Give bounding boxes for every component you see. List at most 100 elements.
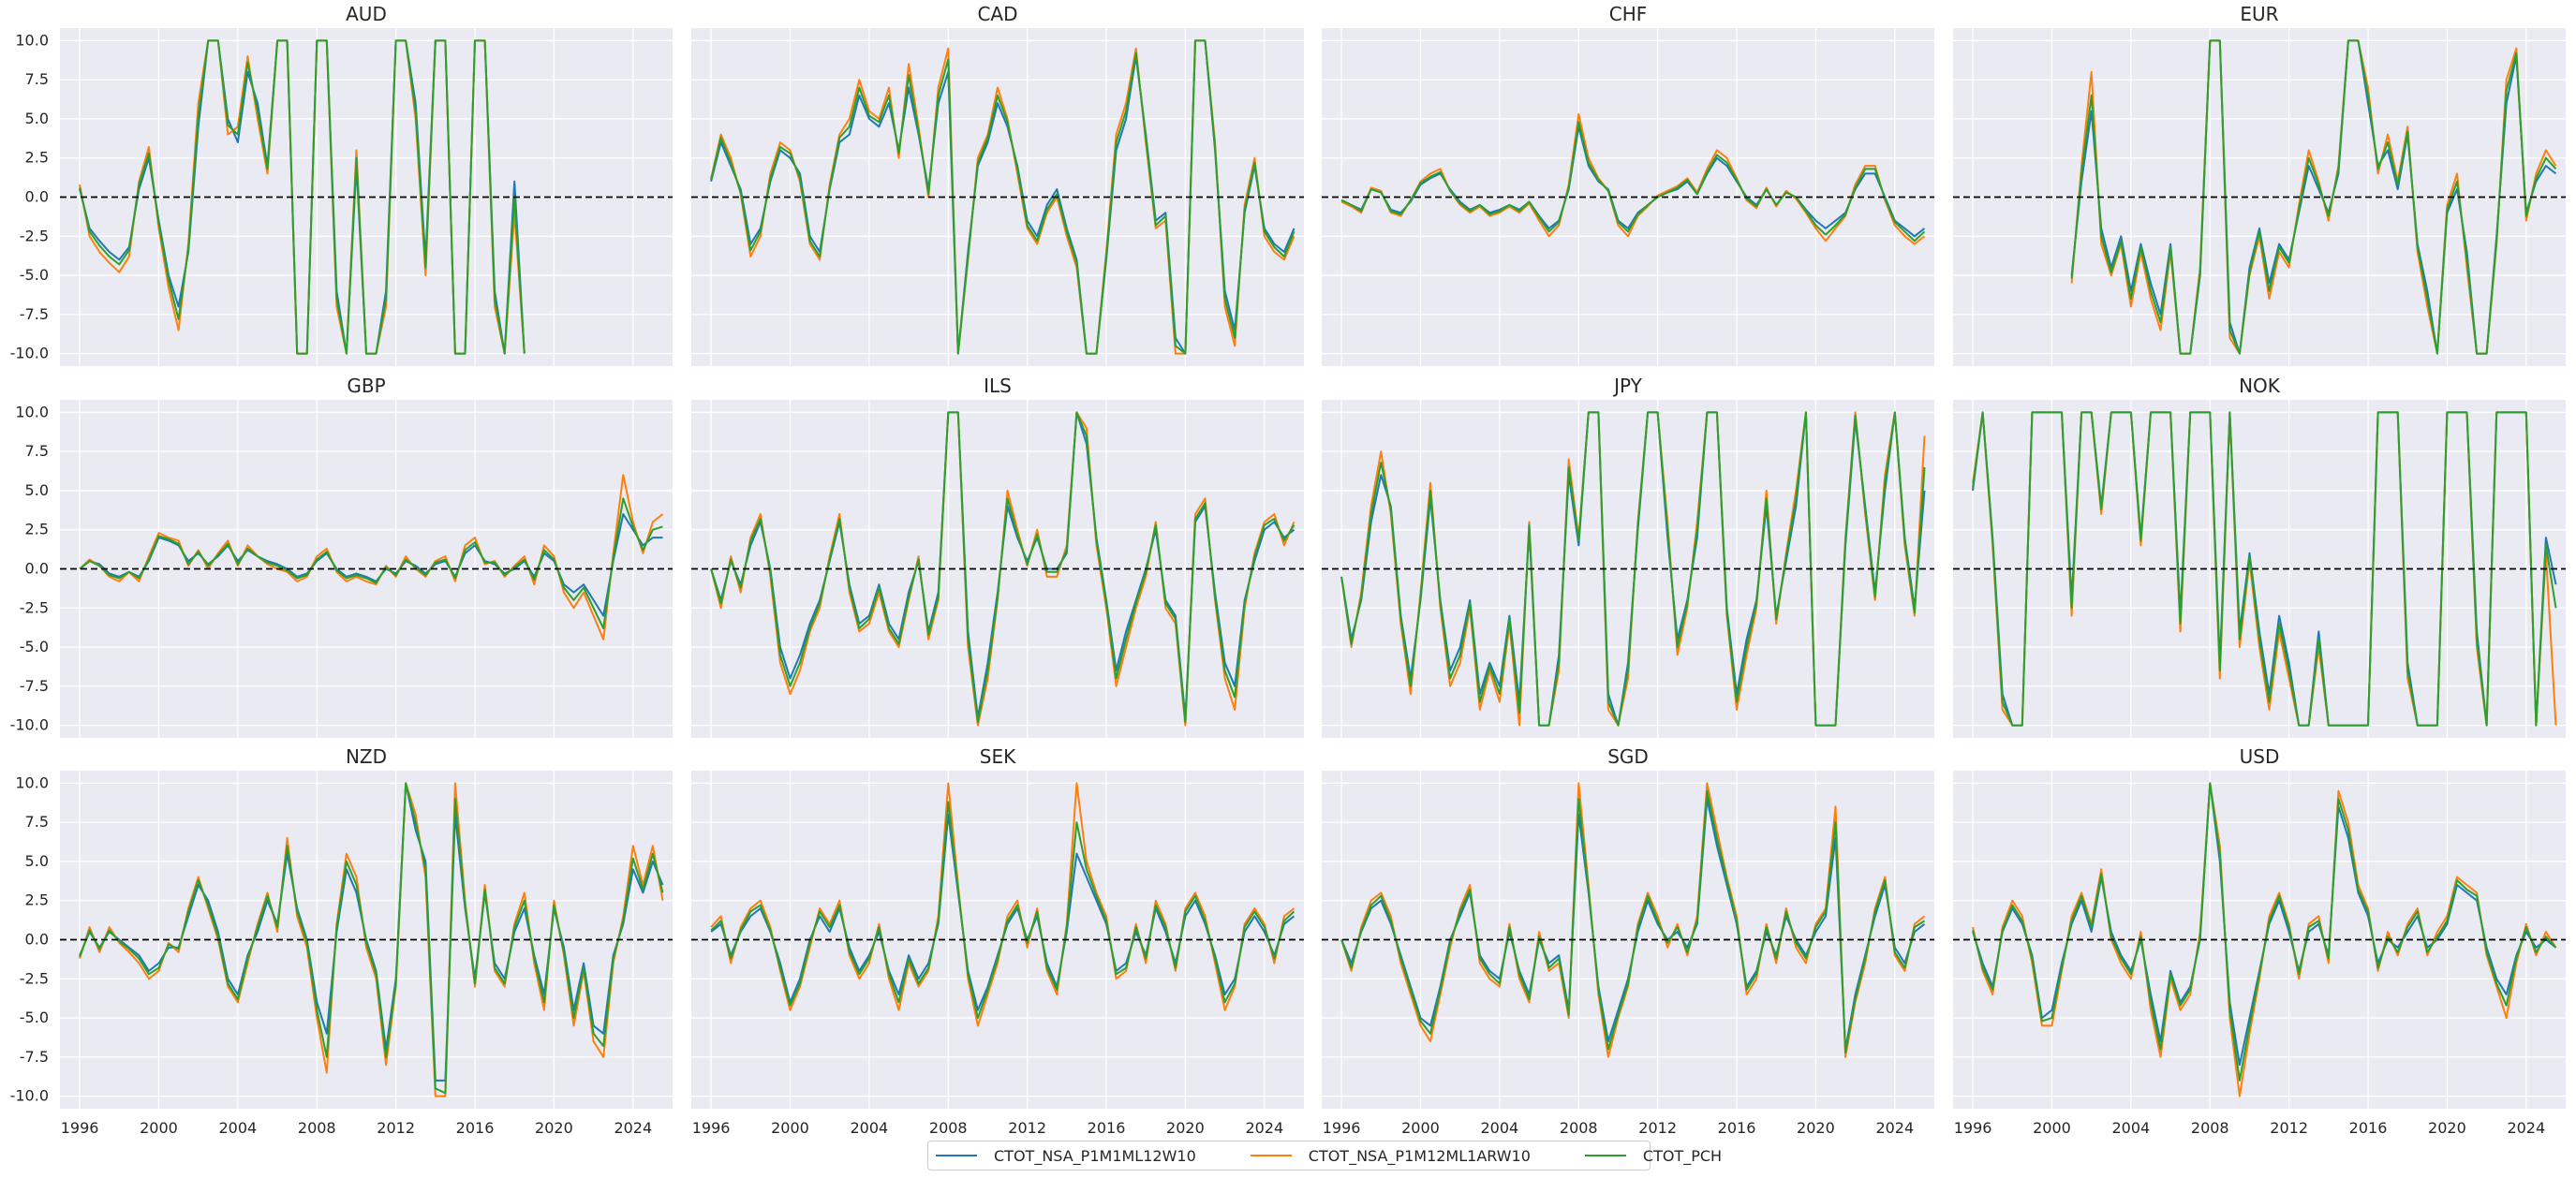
series-line — [79, 474, 664, 641]
series-line — [79, 39, 526, 355]
y-tick-label: -7.5 — [20, 677, 49, 695]
series-line — [710, 39, 1295, 355]
legend-item: CTOT_PCH — [1584, 1146, 1723, 1165]
y-tick-label: 10.0 — [15, 31, 49, 49]
chart-panel-sek: SEK 1996 2000 2004 2008 2012 2016 2020 2024 — [691, 745, 1304, 1137]
y-tick-label: 2.5 — [25, 891, 49, 909]
legend-label: CTOT_NSA_P1M12ML1ARW10 — [1308, 1146, 1531, 1165]
series-line — [79, 497, 663, 629]
panel-title: EUR — [2240, 3, 2278, 25]
y-tick-label: -7.5 — [20, 1048, 49, 1066]
y-tick-label: -2.5 — [20, 598, 49, 616]
x-tick-label: 2016 — [2349, 1119, 2388, 1137]
chart-panel-eur: EUR — [1953, 3, 2566, 366]
legend-line-swatch — [936, 1155, 977, 1156]
x-tick-label: 2012 — [1638, 1119, 1677, 1137]
chart-panel-aud: AUD 10.0 7.5 5.0 2.5 0.0 -2.5 -5.0 -7.5 -10.0 — [10, 3, 673, 366]
y-tick-label: 2.5 — [25, 149, 49, 167]
x-tick-label: 2024 — [1875, 1119, 1914, 1137]
y-tick-label: 7.5 — [25, 813, 49, 831]
chart-panel-jpy: JPY — [1322, 375, 1934, 738]
y-tick-label: 7.5 — [25, 70, 49, 88]
chart-panel-cad: CAD — [691, 3, 1304, 366]
x-tick-label: 2008 — [298, 1119, 336, 1137]
x-tick-label: 1996 — [61, 1119, 99, 1137]
x-tick-label: 2020 — [1797, 1119, 1835, 1137]
panel-title: SGD — [1607, 745, 1649, 768]
y-tick-label: 10.0 — [15, 773, 49, 791]
x-tick-label: 2008 — [929, 1119, 968, 1137]
x-tick-label: 2012 — [1008, 1119, 1046, 1137]
legend-item: CTOT_NSA_P1M1ML12W10 — [936, 1147, 1196, 1165]
series-line — [1340, 125, 1926, 238]
panel-title: JPY — [1612, 375, 1643, 397]
y-tick-label: -5.0 — [20, 1009, 49, 1026]
x-tick-label: 2012 — [377, 1119, 415, 1137]
chart-panel-ils: ILS — [691, 375, 1304, 738]
x-tick-label: 2012 — [2270, 1119, 2308, 1137]
chart-panel-nok: NOK — [1953, 375, 2566, 738]
legend-line-swatch — [1584, 1155, 1626, 1156]
legend-item: CTOT_NSA_P1M12ML1ARW10 — [1250, 1146, 1531, 1165]
y-tick-label: -10.0 — [10, 345, 49, 362]
y-tick-label: 5.0 — [25, 852, 49, 870]
panel-title: CHF — [1609, 3, 1648, 25]
series-line — [1972, 782, 2557, 1082]
series-line — [1340, 411, 1926, 727]
chart-panel-sgd: SGD 1996 2000 2004 2008 2012 2016 2020 2024 — [1322, 745, 1934, 1137]
y-tick-label: -10.0 — [10, 716, 49, 734]
series-line — [79, 782, 664, 1095]
x-tick-label: 2008 — [1560, 1119, 1598, 1137]
panel-title: USD — [2240, 745, 2280, 768]
y-tick-label: -7.5 — [20, 305, 49, 323]
panel-title: ILS — [984, 375, 1012, 397]
x-tick-label: 2016 — [456, 1119, 495, 1137]
y-tick-label: 0.0 — [25, 931, 49, 949]
y-tick-label: -5.0 — [20, 638, 49, 655]
x-tick-label: 2000 — [771, 1119, 809, 1137]
y-tick-label: -2.5 — [20, 227, 49, 244]
x-tick-label: 2024 — [2507, 1119, 2545, 1137]
x-tick-label: 2000 — [2033, 1119, 2071, 1137]
series-line — [1972, 411, 2557, 727]
x-tick-label: 2000 — [140, 1119, 178, 1137]
legend-label: CTOT_PCH — [1642, 1146, 1723, 1165]
panel-title: GBP — [347, 375, 385, 397]
y-tick-label: -5.0 — [20, 266, 49, 284]
x-tick-label: 2024 — [1245, 1119, 1283, 1137]
x-tick-label: 2020 — [535, 1119, 573, 1137]
x-tick-label: 1996 — [692, 1119, 731, 1137]
y-tick-label: 0.0 — [25, 188, 49, 206]
x-tick-label: 2020 — [2428, 1119, 2466, 1137]
y-tick-label: 7.5 — [25, 442, 49, 460]
series-line — [1340, 789, 1926, 1053]
x-tick-label: 2016 — [1088, 1119, 1126, 1137]
x-tick-label: 2004 — [219, 1119, 258, 1137]
legend-label: CTOT_NSA_P1M1ML12W10 — [994, 1146, 1196, 1165]
y-tick-label: -10.0 — [10, 1087, 49, 1105]
x-tick-label: 2016 — [1718, 1119, 1756, 1137]
y-tick-label: 2.5 — [25, 521, 49, 538]
series-line — [1340, 121, 1926, 243]
chart-panel-chf: CHF — [1322, 3, 1934, 366]
x-tick-label: 2004 — [851, 1119, 889, 1137]
y-tick-label: 5.0 — [25, 110, 49, 127]
y-tick-label: 0.0 — [25, 560, 49, 578]
x-tick-label: 1996 — [1323, 1119, 1361, 1137]
x-tick-label: 1996 — [1954, 1119, 1992, 1137]
x-tick-label: 2020 — [1166, 1119, 1205, 1137]
x-tick-label: 2004 — [2112, 1119, 2151, 1137]
series-line — [79, 513, 663, 617]
legend-line-swatch — [1250, 1155, 1292, 1156]
panel-title: NOK — [2239, 375, 2281, 397]
panel-title: AUD — [346, 3, 387, 25]
chart-legend: CTOT_NSA_P1M1ML12W10 CTOT_NSA_P1M12ML1AR… — [927, 1141, 1722, 1171]
chart-panel-nzd: NZD 10.0 7.5 5.0 2.5 0.0 -2.5 -5.0 -7.5 -10.0 1996… — [10, 745, 673, 1137]
series-line — [710, 411, 1295, 724]
y-tick-label: -2.5 — [20, 969, 49, 987]
x-tick-label: 2004 — [1481, 1119, 1519, 1137]
panel-title: CAD — [977, 3, 1017, 25]
chart-panel-gbp: GBP 10.0 7.5 5.0 2.5 0.0 -2.5 -5.0 -7.5 -10.0 — [10, 375, 673, 738]
y-tick-label: 5.0 — [25, 481, 49, 499]
